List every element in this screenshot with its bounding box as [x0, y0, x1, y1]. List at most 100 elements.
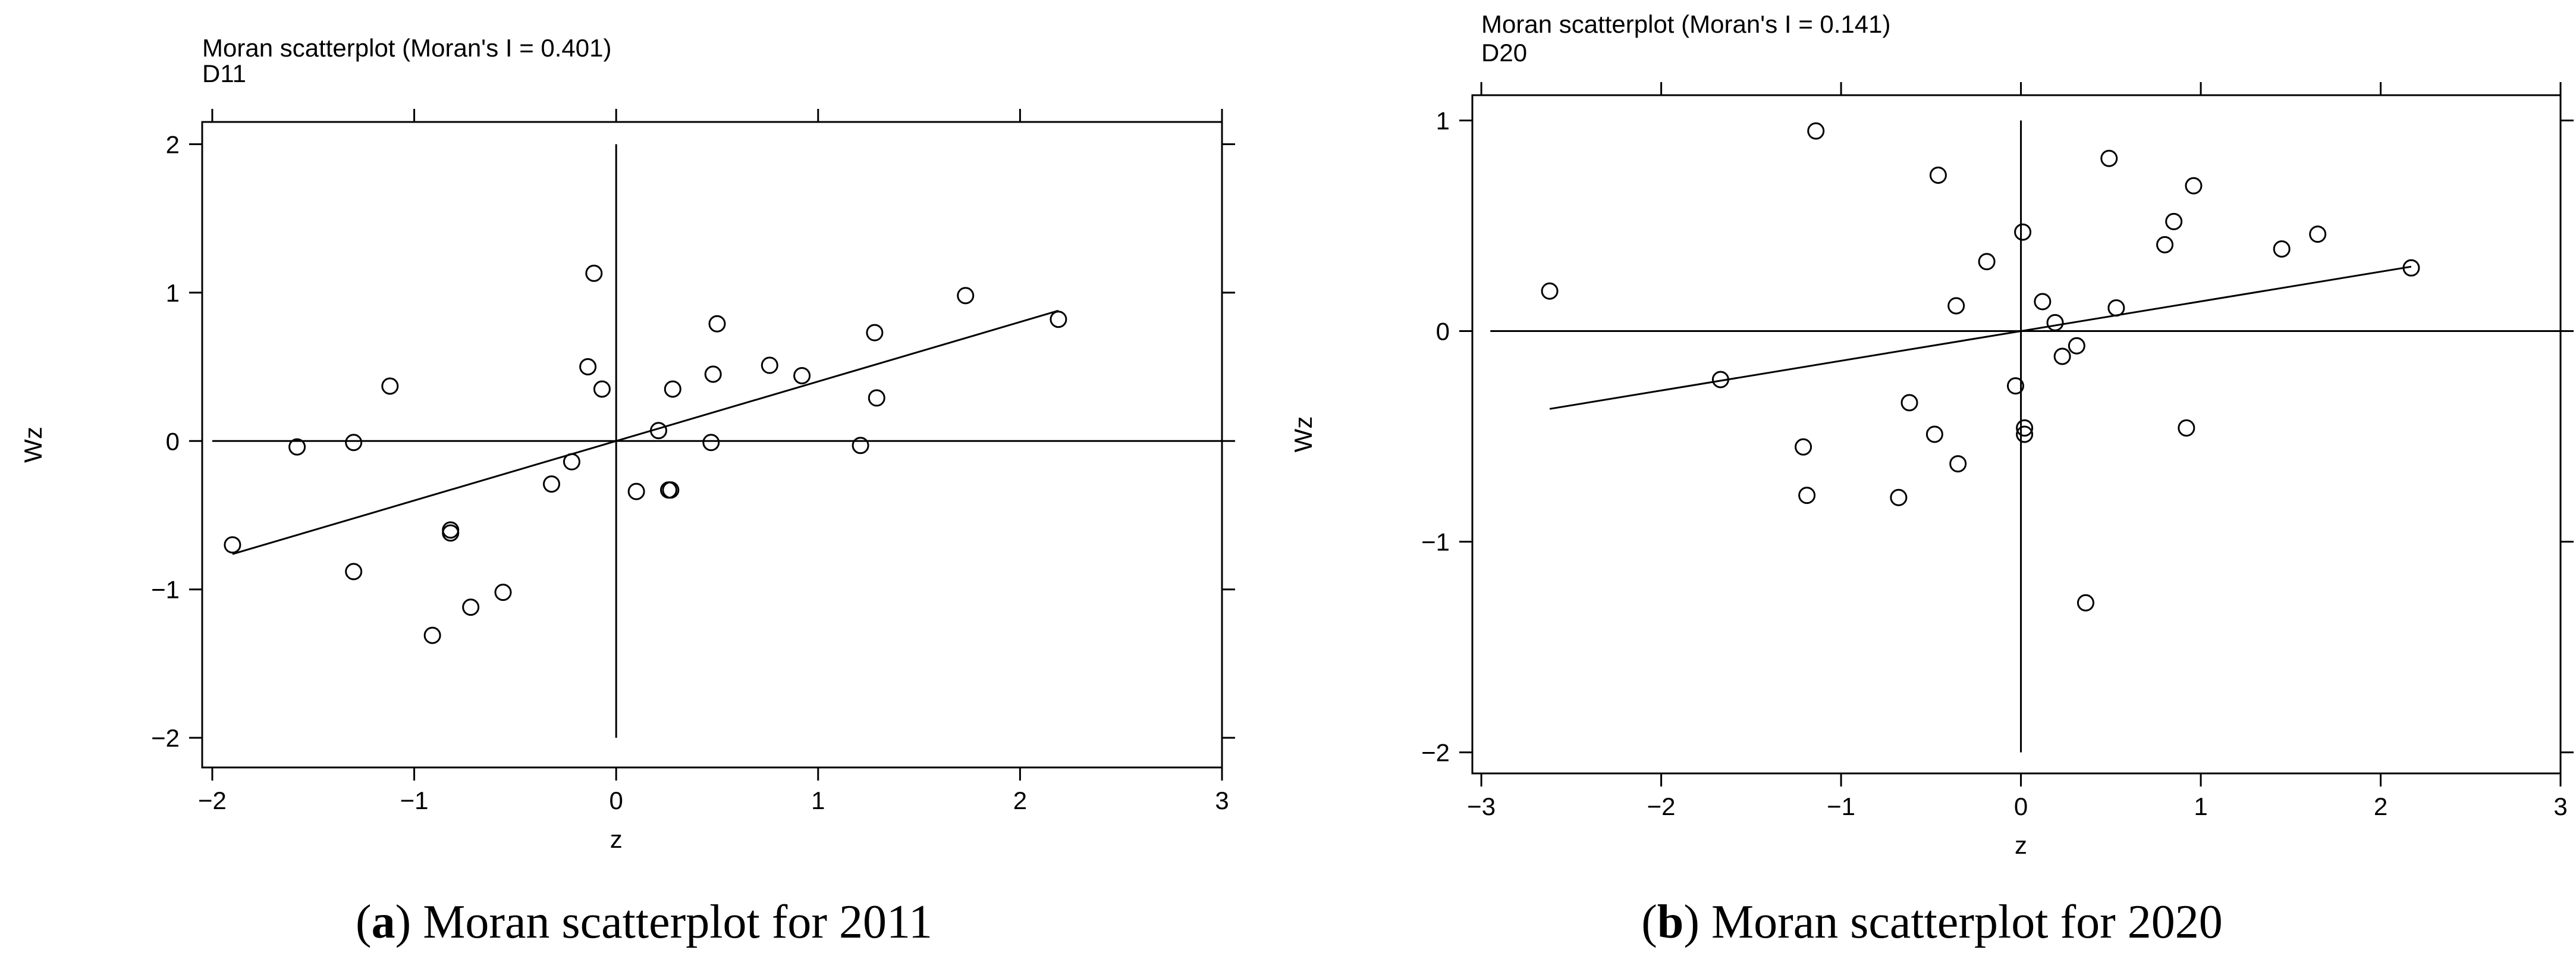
data-point — [2165, 212, 2183, 230]
y-tick-label: 0 — [1436, 318, 1450, 346]
data-point — [627, 482, 645, 500]
data-point — [381, 377, 399, 395]
y-tick-label: −1 — [151, 576, 180, 604]
data-point — [2156, 236, 2174, 253]
data-point — [2100, 149, 2118, 167]
data-point — [288, 438, 306, 456]
data-point — [462, 598, 480, 616]
data-point — [650, 422, 668, 440]
data-point — [2046, 314, 2064, 331]
data-point — [2014, 223, 2032, 241]
y-tick-label: 1 — [166, 279, 180, 307]
chart-a: Moran scatterplot (Moran's I = 0.401)D11… — [19, 34, 1235, 853]
chart-b: Moran scatterplot (Moran's I = 0.141)D20… — [1289, 10, 2574, 859]
data-point — [345, 434, 363, 452]
x-tick-label: 0 — [610, 786, 623, 814]
data-point — [2006, 377, 2024, 395]
y-tick-label: −2 — [151, 724, 180, 752]
data-point — [345, 563, 363, 581]
regression-line — [1549, 265, 2412, 410]
data-point — [2107, 299, 2125, 317]
data-point — [1798, 487, 1816, 504]
data-point — [563, 453, 580, 471]
chart-subtitle: D11 — [202, 59, 246, 87]
x-tick-label: 3 — [1215, 786, 1229, 814]
x-tick-label: −1 — [1827, 792, 1855, 820]
data-point — [593, 380, 611, 398]
y-tick-label: −2 — [1421, 739, 1450, 767]
data-point — [852, 437, 869, 455]
data-point — [585, 264, 603, 282]
data-point — [2016, 425, 2034, 443]
data-point — [1925, 425, 1943, 443]
data-point — [494, 584, 512, 601]
data-point — [1949, 455, 1967, 473]
data-point — [957, 287, 975, 305]
data-point — [761, 356, 778, 374]
chart-title: Moran scatterplot (Moran's I = 0.141) — [1481, 10, 1891, 38]
plot-frame — [201, 121, 1223, 769]
x-tick-label: 3 — [2553, 792, 2567, 820]
data-point — [1711, 371, 1729, 388]
caption-b-letter: b — [1657, 896, 1684, 948]
data-point — [2016, 419, 2034, 437]
data-point — [2309, 225, 2327, 243]
data-point — [704, 365, 722, 383]
caption-a: (a) Moran scatterplot for 2011 — [355, 896, 933, 948]
x-tick-label: 2 — [1013, 786, 1027, 814]
data-point — [579, 358, 597, 376]
caption-a-text: Moran scatterplot for 2011 — [423, 896, 933, 948]
plot-frame — [1471, 94, 2562, 775]
data-point — [423, 626, 441, 644]
data-point — [1978, 253, 1996, 271]
data-point — [442, 524, 460, 542]
data-point — [2053, 347, 2071, 365]
y-tick-label: −1 — [1421, 528, 1450, 556]
y-axis-label: Wz — [1289, 416, 1317, 453]
x-tick-label: 2 — [2374, 792, 2387, 820]
panel-a: Moran scatterplot (Moran's I = 0.401) D11… — [19, 34, 1235, 948]
data-point — [866, 324, 884, 341]
data-point — [543, 475, 561, 493]
caption-b-text: Moran scatterplot for 2020 — [1711, 896, 2223, 948]
regression-line — [232, 309, 1059, 555]
x-axis-label: z — [610, 825, 623, 853]
x-tick-label: −1 — [400, 786, 429, 814]
chart-title: Moran scatterplot (Moran's I = 0.401) — [202, 34, 612, 62]
caption-b: (b) Moran scatterplot for 2020 — [1641, 896, 2223, 948]
data-point — [1541, 282, 1559, 300]
x-tick-label: −2 — [1647, 792, 1676, 820]
data-point — [662, 481, 680, 499]
x-tick-label: 0 — [2014, 792, 2028, 820]
data-point — [702, 434, 720, 452]
data-point — [2185, 177, 2203, 195]
data-point — [1900, 394, 1918, 412]
y-tick-label: 2 — [166, 130, 180, 158]
panel-b: Moran scatterplot (Moran's I = 0.141) D20… — [1288, 0, 2576, 962]
data-point — [1050, 311, 1067, 328]
data-point — [708, 315, 726, 333]
data-point — [1890, 488, 1908, 506]
data-point — [1795, 438, 1812, 456]
chart-subtitle: D20 — [1481, 39, 1527, 67]
data-point — [2273, 240, 2291, 258]
y-axis-label: Wz — [19, 427, 47, 463]
data-point — [664, 380, 681, 398]
data-point — [868, 389, 885, 407]
y-tick-label: 1 — [1436, 106, 1450, 134]
data-point — [2178, 419, 2195, 437]
data-point — [1947, 297, 1965, 315]
x-tick-label: 1 — [2194, 792, 2207, 820]
data-point — [1807, 122, 1825, 140]
data-point — [224, 536, 241, 554]
x-tick-label: 1 — [811, 786, 825, 814]
data-point — [2076, 594, 2094, 612]
data-point — [2034, 293, 2052, 311]
data-point — [2068, 337, 2085, 355]
data-point — [1929, 167, 1947, 184]
y-tick-label: 0 — [166, 427, 180, 455]
caption-a-letter: a — [371, 896, 395, 948]
x-axis-label: z — [2015, 831, 2027, 859]
data-point — [2402, 259, 2420, 277]
data-point — [793, 367, 811, 385]
